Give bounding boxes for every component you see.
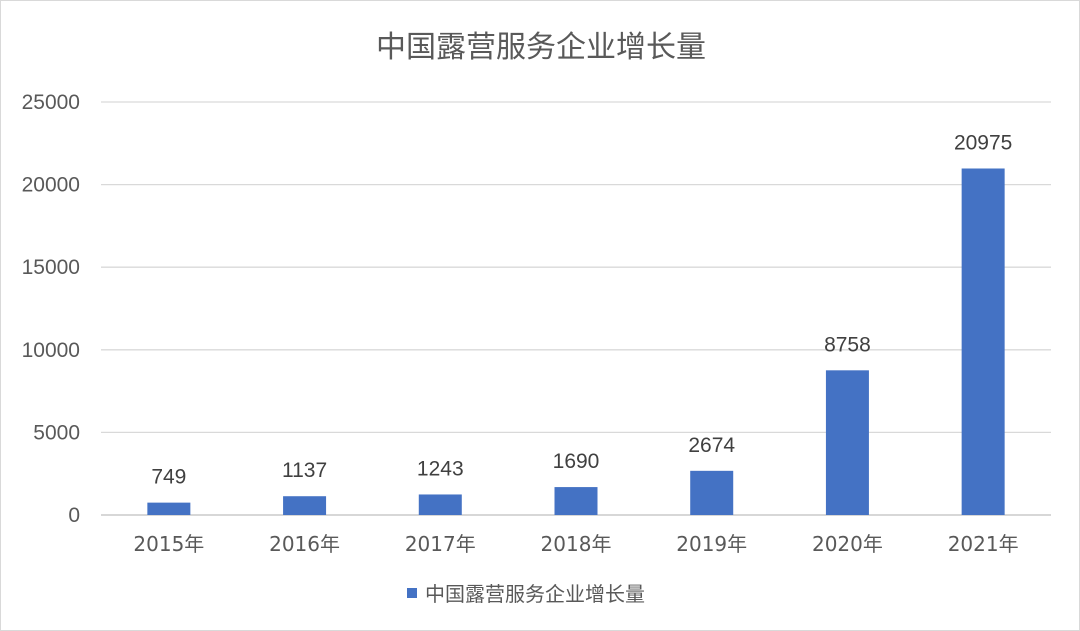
- y-axis-ticks: 0 5000 10000 15000 20000 25000: [22, 91, 80, 527]
- x-tick-label: 2015年: [133, 532, 204, 556]
- x-tick-label: 2016年: [269, 532, 340, 556]
- x-tick-label: 2021年: [948, 532, 1019, 556]
- legend-label: 中国露营服务企业增长量: [425, 582, 645, 606]
- y-tick-label: 20000: [22, 174, 80, 197]
- bar: [690, 470, 734, 515]
- y-tick-label: 15000: [22, 256, 80, 279]
- data-label: 8758: [824, 333, 871, 356]
- y-tick-label: 10000: [22, 339, 80, 362]
- legend: 中国露营服务企业增长量: [407, 582, 645, 606]
- chart-title: 中国露营服务企业增长量: [376, 30, 706, 65]
- y-tick-label: 0: [68, 504, 80, 527]
- data-label: 1690: [553, 450, 600, 473]
- y-tick-label: 5000: [33, 421, 80, 444]
- bar: [825, 370, 869, 515]
- bar: [283, 496, 327, 515]
- bar: [418, 494, 462, 515]
- bars: [147, 168, 1005, 516]
- x-tick-label: 2020年: [812, 532, 883, 556]
- data-labels: 749 1137 1243 1690 2674 8758 20975: [151, 131, 1012, 488]
- x-tick-label: 2018年: [541, 532, 612, 556]
- bar: [961, 168, 1005, 516]
- x-tick-label: 2019年: [676, 532, 747, 556]
- gridlines: [101, 101, 1051, 516]
- bar: [147, 502, 191, 515]
- legend-swatch: [407, 588, 417, 598]
- data-label: 20975: [954, 131, 1012, 154]
- data-label: 1137: [282, 459, 327, 482]
- y-tick-label: 25000: [22, 91, 80, 114]
- data-label: 749: [151, 466, 186, 489]
- x-tick-label: 2017年: [405, 532, 476, 556]
- data-label: 1243: [417, 457, 464, 480]
- bar: [554, 487, 598, 515]
- data-label: 2674: [688, 434, 735, 457]
- x-axis-ticks: 2015年 2016年 2017年 2018年 2019年 2020年 2021年: [133, 532, 1018, 556]
